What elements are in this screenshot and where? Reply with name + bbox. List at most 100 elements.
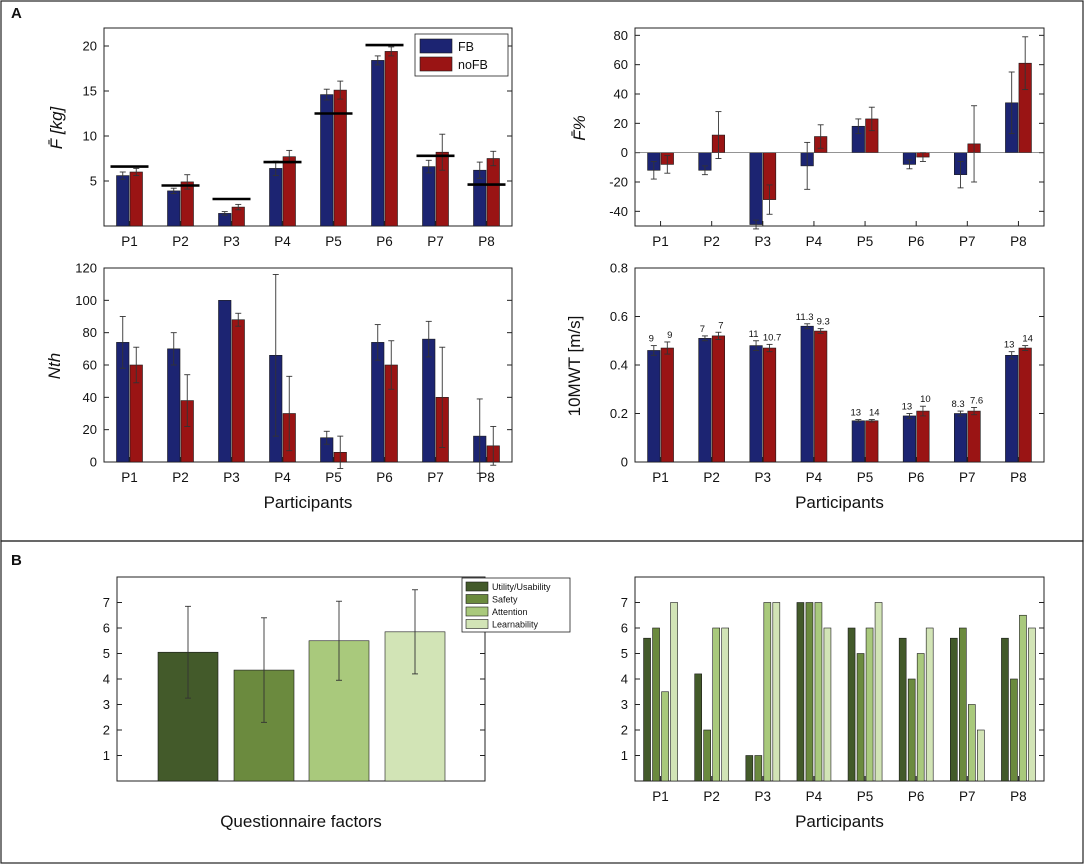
tenmwt-data-label: 7.6 bbox=[970, 395, 983, 406]
nth-xtick-label: P5 bbox=[325, 470, 342, 485]
nth-xtick-label: P7 bbox=[427, 470, 444, 485]
tenmwt-xlabel: Participants bbox=[795, 493, 884, 512]
fpct-bar-FB bbox=[749, 152, 763, 225]
participant-bar-Learnability bbox=[874, 602, 883, 782]
fpct-ytick-label: 60 bbox=[614, 57, 628, 72]
tenmwt-xtick-label: P1 bbox=[652, 470, 669, 485]
tenmwt-data-label: 9.3 bbox=[817, 317, 830, 328]
tenmwt-data-label: 9 bbox=[649, 334, 654, 345]
nth-ytick-label: 100 bbox=[75, 293, 97, 308]
nth-ytick-label: 20 bbox=[83, 422, 97, 437]
tenmwt-bar-noFB bbox=[1018, 347, 1032, 463]
participant-bar-Learnability bbox=[925, 627, 934, 782]
tenmwt-axes-box bbox=[634, 267, 1045, 463]
tenmwt-data-label: 14 bbox=[869, 408, 880, 419]
participant-bar-Utility/Usability bbox=[745, 755, 754, 782]
tenmwt-xtick-label: P7 bbox=[959, 470, 976, 485]
participant-bar-Safety bbox=[907, 678, 916, 782]
force-bar-FB bbox=[116, 175, 130, 227]
panel-b-label: B bbox=[11, 552, 22, 569]
fpct-axes-box bbox=[634, 27, 1045, 227]
participant-bar-Safety bbox=[703, 729, 711, 782]
panel-a-label: A bbox=[11, 5, 22, 22]
questionnaire-legend-label: Utility/Usability bbox=[492, 582, 551, 592]
force-xtick-label: P8 bbox=[478, 234, 495, 249]
fpct-xtick-label: P8 bbox=[1010, 234, 1027, 249]
force-bar-FB bbox=[371, 60, 385, 227]
force-xtick-label: P6 bbox=[376, 234, 393, 249]
nth-xtick-label: P1 bbox=[121, 470, 138, 485]
force-ytick-label: 15 bbox=[83, 84, 97, 99]
tenmwt-bar-noFB bbox=[814, 330, 828, 463]
nth-ytick-label: 0 bbox=[90, 455, 97, 470]
nth-ytick-label: 120 bbox=[75, 261, 97, 276]
force-legend-label: noFB bbox=[458, 58, 488, 72]
questionnaire-legend-swatch bbox=[465, 619, 489, 629]
participant-bar-Attention bbox=[865, 627, 874, 782]
tenmwt-ytick-label: 0.4 bbox=[610, 358, 628, 373]
tenmwt-ytick-label: 0.2 bbox=[610, 406, 628, 421]
participant-bar-Attention bbox=[968, 704, 976, 782]
tenmwt-data-label: 11 bbox=[749, 329, 759, 340]
questionnaire-legend-swatch bbox=[465, 581, 489, 592]
questionnaire-ytick-label: 7 bbox=[103, 595, 110, 610]
participant-bar-Safety bbox=[754, 755, 763, 782]
tenmwt-data-label: 7 bbox=[700, 324, 705, 335]
nth-xtick-label: P8 bbox=[478, 470, 495, 485]
force-xtick-label: P5 bbox=[325, 234, 342, 249]
force-xtick-label: P4 bbox=[274, 234, 291, 249]
questionnaire_participants-ytick-label: 4 bbox=[621, 672, 628, 687]
questionnaire_participants-ytick-label: 7 bbox=[621, 595, 628, 610]
participant-bar-Attention bbox=[1019, 614, 1027, 782]
tenmwt-bar-FB bbox=[1005, 354, 1019, 463]
tenmwt-bar-noFB bbox=[763, 347, 777, 463]
questionnaire_participants-xtick-label: P6 bbox=[908, 789, 925, 804]
tenmwt-data-label: 13 bbox=[851, 408, 862, 419]
nth-ytick-label: 40 bbox=[83, 390, 97, 405]
tenmwt-bar-noFB bbox=[967, 410, 981, 463]
questionnaire_participants-xtick-label: P3 bbox=[755, 789, 772, 804]
questionnaire-xlabel: Questionnaire factors bbox=[220, 812, 382, 831]
fpct-ylabel: F̄% bbox=[570, 115, 589, 141]
tenmwt-bar-FB bbox=[647, 350, 661, 463]
fpct-ytick-label: -40 bbox=[609, 204, 628, 219]
nth-ylabel: Nth bbox=[45, 353, 64, 379]
participant-bar-Utility/Usability bbox=[950, 637, 958, 782]
questionnaire-legend-swatch bbox=[465, 594, 489, 604]
questionnaire_participants-xtick-label: P8 bbox=[1010, 789, 1027, 804]
tenmwt-xtick-label: P6 bbox=[908, 470, 925, 485]
tenmwt-data-label: 13 bbox=[1004, 340, 1015, 351]
questionnaire_participants-xtick-label: P5 bbox=[857, 789, 874, 804]
tenmwt-xtick-label: P4 bbox=[806, 470, 823, 485]
participant-bar-Utility/Usability bbox=[643, 637, 651, 782]
tenmwt-data-label: 10 bbox=[920, 394, 931, 405]
force-bar-noFB bbox=[486, 158, 500, 227]
force-legend-swatch bbox=[419, 56, 453, 72]
fpct-ytick-label: 80 bbox=[614, 28, 628, 43]
tenmwt-ytick-label: 0 bbox=[621, 455, 628, 470]
force-ytick-label: 20 bbox=[83, 39, 97, 54]
force-legend-swatch bbox=[419, 38, 453, 54]
force-bar-FB bbox=[167, 190, 181, 227]
participant-bar-Attention bbox=[763, 602, 772, 782]
tenmwt-data-label: 10.7 bbox=[763, 332, 782, 343]
fpct-xtick-label: P3 bbox=[755, 234, 772, 249]
tenmwt-bar-FB bbox=[800, 325, 814, 463]
questionnaire_participants-axes-box bbox=[634, 576, 1045, 782]
nth-ytick-label: 80 bbox=[83, 325, 97, 340]
questionnaire-ytick-label: 4 bbox=[103, 672, 110, 687]
participant-bar-Safety bbox=[652, 627, 660, 782]
participant-bar-Learnability bbox=[977, 729, 985, 782]
questionnaire-legend-label: Safety bbox=[492, 595, 518, 605]
force-xtick-label: P1 bbox=[121, 234, 138, 249]
questionnaire_participants-xtick-label: P2 bbox=[703, 789, 720, 804]
force-xtick-label: P2 bbox=[172, 234, 189, 249]
questionnaire-legend-label: Attention bbox=[492, 607, 528, 617]
fpct-ytick-label: 20 bbox=[614, 116, 628, 131]
questionnaire_participants-ytick-label: 5 bbox=[621, 646, 628, 661]
questionnaire_participants-ytick-label: 3 bbox=[621, 697, 628, 712]
tenmwt-data-label: 11.3 bbox=[796, 312, 814, 323]
questionnaire-ytick-label: 1 bbox=[103, 748, 110, 763]
